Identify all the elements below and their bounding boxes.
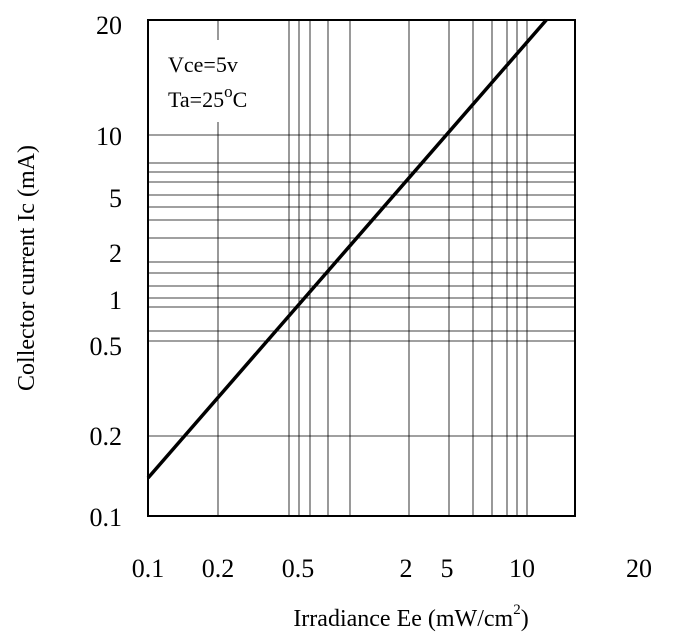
y-axis-label: Collector current Ic (mA) bbox=[14, 145, 40, 391]
y-tick-label: 5 bbox=[109, 184, 122, 213]
x-tick-label: 20 bbox=[626, 554, 652, 583]
condition-annotation: Vce=5v Ta=25oC bbox=[162, 40, 272, 122]
ta-unit: C bbox=[233, 87, 248, 112]
plot-frame bbox=[147, 19, 576, 517]
x-tick-label: 0.2 bbox=[202, 554, 235, 583]
degree-symbol: o bbox=[224, 82, 233, 101]
y-tick-label: 10 bbox=[96, 122, 122, 151]
x-axis-label-suffix: ) bbox=[521, 606, 529, 632]
x-tick-label: 2 bbox=[400, 554, 413, 583]
vertical-grid bbox=[217, 20, 528, 516]
x-tick-label: 0.1 bbox=[132, 554, 165, 583]
x-axis-label-main: Irradiance Ee (mW/cm bbox=[293, 606, 513, 632]
x-axis-label-superscript: 2 bbox=[513, 602, 521, 618]
x-axis-label: Irradiance Ee (mW/cm2) bbox=[293, 602, 528, 632]
x-tick-label: 5 bbox=[441, 554, 454, 583]
ta-prefix: Ta=25 bbox=[168, 87, 224, 112]
ta-annotation: Ta=25oC bbox=[168, 82, 247, 112]
series-line bbox=[146, 18, 548, 480]
horizontal-grid bbox=[148, 134, 575, 437]
y-tick-label: 0.2 bbox=[90, 422, 123, 451]
y-tick-label: 0.1 bbox=[90, 503, 123, 532]
y-tick-label: 0.5 bbox=[90, 332, 123, 361]
x-tick-labels: 0.1 0.2 0.5 2 5 10 20 bbox=[132, 554, 652, 583]
vce-annotation: Vce=5v bbox=[168, 52, 238, 77]
x-tick-label: 10 bbox=[509, 554, 535, 583]
annotation-background bbox=[162, 40, 272, 122]
series-layer bbox=[146, 18, 548, 480]
y-tick-label: 1 bbox=[109, 286, 122, 315]
y-tick-label: 2 bbox=[109, 239, 122, 268]
x-tick-label: 0.5 bbox=[282, 554, 315, 583]
y-tick-labels: 20 10 5 2 1 0.5 0.2 0.1 bbox=[90, 11, 123, 532]
y-tick-label: 20 bbox=[96, 11, 122, 40]
